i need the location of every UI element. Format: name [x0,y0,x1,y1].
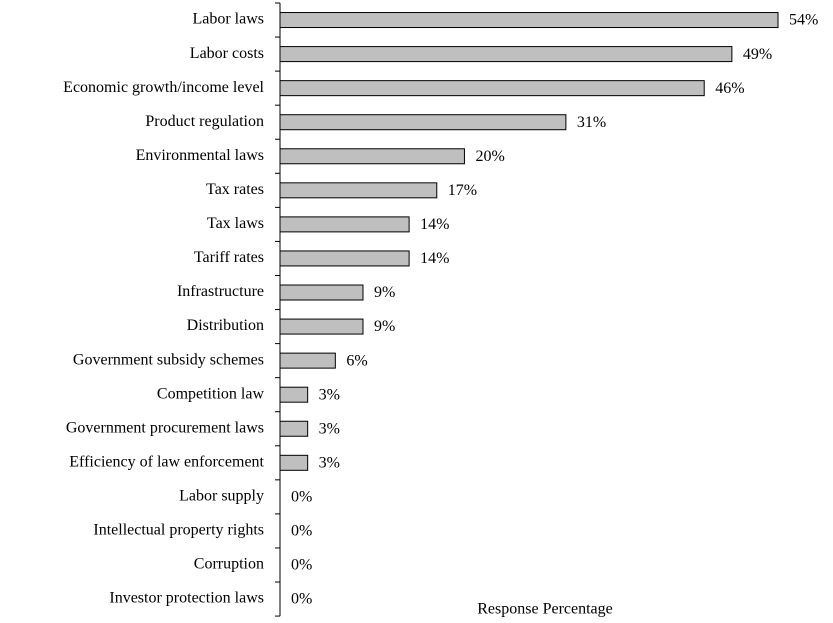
value-label: 17% [448,182,477,199]
y-tick-label: Efficiency of law enforcement [69,453,264,470]
y-tick-label: Environmental laws [136,147,264,164]
value-label: 20% [475,148,504,165]
value-label: 0% [291,557,312,574]
bar [279,148,465,165]
value-label: 14% [420,216,449,233]
value-label: 0% [291,591,312,608]
value-label: 0% [291,523,312,540]
value-label: 9% [374,318,395,335]
value-label: 31% [577,114,606,131]
y-tick-label: Competition law [157,385,265,402]
bar [279,12,779,29]
value-label: 46% [715,80,744,97]
bar [279,420,309,437]
y-tick-label: Tax laws [207,215,264,232]
y-tick-label: Government procurement laws [66,419,264,436]
value-label: 6% [346,352,367,369]
value-label: 3% [319,454,340,471]
y-tick-label: Product regulation [145,113,264,130]
value-label: 54% [789,12,818,29]
y-tick-label: Corruption [194,556,264,573]
y-tick-label: Investor protection laws [109,590,264,607]
y-tick-label: Labor laws [192,11,264,28]
y-tick-label: Tax rates [206,181,264,198]
value-label: 49% [743,46,772,63]
bar [279,284,364,301]
y-tick-label: Government subsidy schemes [73,351,264,368]
bar [279,386,309,403]
bar [279,454,309,471]
bar [279,182,438,199]
value-label: 0% [291,489,312,506]
value-label: 9% [374,284,395,301]
y-tick-label: Distribution [187,317,264,334]
value-label: 3% [319,386,340,403]
x-axis-label: Response Percentage [477,601,613,618]
y-tick-label: Economic growth/income level [63,79,264,96]
bar [279,114,567,131]
bar [279,250,410,267]
bar [279,216,410,233]
y-tick-label: Labor supply [179,488,264,505]
bar [279,352,336,369]
y-tick-label: Infrastructure [177,283,264,300]
y-tick-label: Tariff rates [194,249,264,266]
y-tick-label: Intellectual property rights [93,522,264,539]
y-tick-label: Labor costs [190,45,264,62]
value-label: 3% [319,420,340,437]
bar [279,80,705,97]
bar [279,46,733,63]
value-label: 14% [420,250,449,267]
bar [279,318,364,335]
